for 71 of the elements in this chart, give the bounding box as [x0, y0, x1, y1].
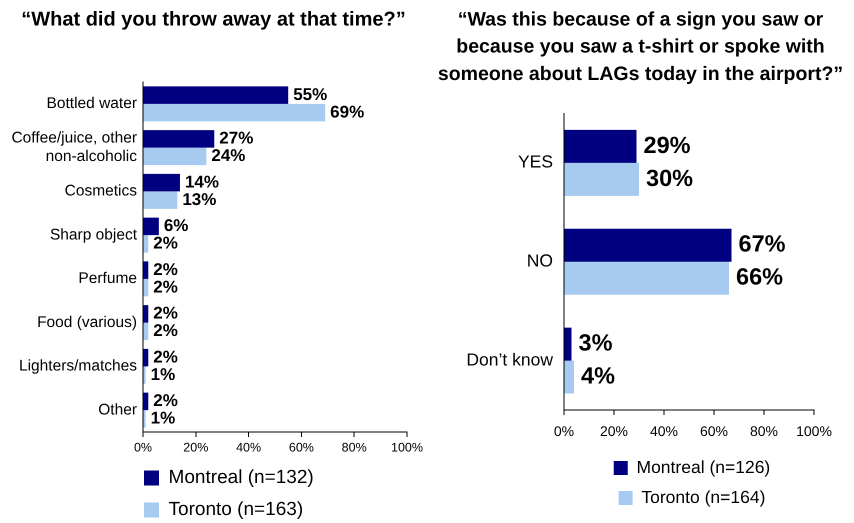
chart-title: “Was this because of a sign you saw or because you saw a t-shirt or spoke with someone about LAGs today in the airport?”	[438, 8, 844, 85]
y-tick-label: Don’t know	[466, 349, 554, 370]
bar	[564, 130, 636, 163]
bar	[564, 328, 572, 361]
y-tick-label: Cosmetics	[64, 182, 138, 200]
bar	[144, 86, 288, 104]
data-label: 24%	[211, 146, 246, 166]
y-tick-label: Lighters/matches	[18, 358, 138, 375]
y-tick-label: Bottled water	[46, 95, 137, 112]
data-label: 66%	[736, 264, 784, 290]
bar	[144, 191, 178, 209]
data-label: 2%	[153, 260, 178, 279]
legend-label: Montreal (n=126)	[636, 456, 770, 477]
x-tick-label: 20%	[183, 440, 208, 454]
x-tick-label: 60%	[288, 440, 314, 454]
x-tick-label: 40%	[236, 440, 262, 454]
bar	[564, 262, 729, 295]
y-tick-label: NO	[526, 250, 553, 271]
data-label: 30%	[646, 164, 694, 191]
legend-label: Toronto (n=164)	[641, 486, 766, 507]
data-label: 3%	[578, 330, 613, 356]
bar	[144, 218, 159, 236]
x-tick-label: 60%	[700, 422, 728, 439]
y-tick-label: Other	[98, 401, 137, 418]
y-tick-label: Food (various)	[37, 314, 137, 331]
x-tick-label: 0%	[554, 422, 574, 439]
bar	[144, 322, 148, 340]
bar	[144, 235, 148, 253]
x-tick-label: 20%	[600, 422, 628, 439]
data-label: 13%	[182, 190, 216, 209]
data-label: 55%	[293, 84, 328, 104]
x-tick-label: 80%	[750, 422, 778, 439]
bar	[144, 305, 148, 323]
chart-title: “What did you throw away at that time?”	[21, 8, 406, 31]
bar	[564, 162, 639, 196]
bar	[144, 130, 214, 148]
y-tick-label: Coffee/juice, other non-alcoholic	[11, 130, 138, 166]
data-label: 6%	[164, 216, 188, 236]
bar	[144, 348, 148, 366]
y-tick-label: Sharp object	[50, 226, 138, 244]
y-tick-label: YES	[518, 152, 553, 172]
data-label: 69%	[330, 102, 364, 122]
bar	[564, 360, 574, 394]
bar	[564, 228, 732, 262]
data-label: 2%	[153, 277, 178, 296]
x-tick-label: 100%	[796, 422, 832, 439]
y-tick-label: Perfume	[78, 270, 137, 288]
data-label: 67%	[738, 230, 786, 257]
legend-label: Montreal (n=132)	[168, 467, 314, 488]
data-label: 2%	[153, 234, 178, 253]
bar	[144, 261, 148, 279]
bar	[144, 392, 148, 410]
data-label: 2%	[153, 347, 178, 366]
data-label: 2%	[153, 391, 178, 410]
data-label: 14%	[184, 172, 219, 192]
data-label: 1%	[150, 364, 176, 384]
x-tick-label: 40%	[650, 422, 678, 439]
bar	[144, 278, 148, 296]
x-tick-label: 80%	[342, 440, 367, 454]
bar	[144, 174, 180, 192]
x-tick-label: 100%	[391, 440, 423, 454]
data-label: 1%	[150, 408, 176, 428]
x-tick-label: 0%	[134, 440, 152, 454]
bar	[144, 148, 206, 166]
data-label: 2%	[153, 321, 178, 340]
data-label: 27%	[219, 128, 254, 148]
data-label: 29%	[644, 132, 691, 158]
bar	[144, 104, 326, 122]
data-label: 4%	[581, 362, 616, 389]
data-label: 2%	[153, 304, 178, 323]
legend-label: Toronto (n=163)	[168, 499, 304, 520]
